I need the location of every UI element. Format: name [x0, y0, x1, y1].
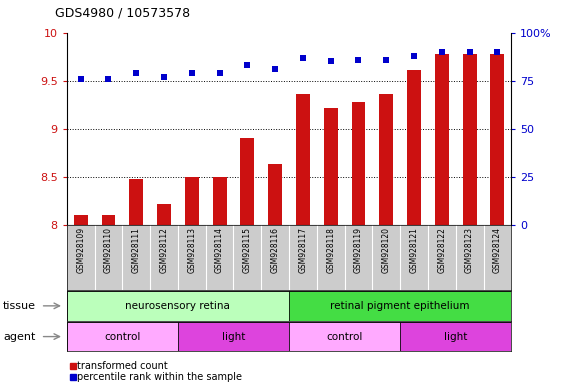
Text: GSM928123: GSM928123 — [465, 227, 474, 273]
Text: transformed count: transformed count — [77, 361, 168, 371]
Text: GSM928124: GSM928124 — [493, 227, 502, 273]
Bar — [178, 322, 289, 351]
Text: control: control — [104, 331, 141, 342]
Text: GSM928113: GSM928113 — [187, 227, 196, 273]
Text: GSM928119: GSM928119 — [354, 227, 363, 273]
Text: GSM928110: GSM928110 — [104, 227, 113, 273]
Bar — [379, 94, 393, 225]
Bar — [296, 94, 310, 225]
Point — [76, 76, 85, 82]
Text: GSM928114: GSM928114 — [215, 227, 224, 273]
Text: GDS4980 / 10573578: GDS4980 / 10573578 — [55, 6, 191, 19]
Bar — [213, 177, 227, 225]
Point — [132, 70, 141, 76]
Bar — [435, 54, 449, 225]
Point — [187, 70, 196, 76]
Text: light: light — [222, 331, 245, 342]
Text: GSM928121: GSM928121 — [410, 227, 418, 273]
Point — [243, 62, 252, 68]
Bar — [67, 322, 178, 351]
Bar — [462, 54, 476, 225]
Text: light: light — [444, 331, 467, 342]
Bar — [407, 70, 421, 225]
Text: GSM928116: GSM928116 — [271, 227, 279, 273]
Text: GSM928109: GSM928109 — [76, 227, 85, 273]
Bar — [157, 204, 171, 225]
Bar — [289, 291, 511, 321]
Bar — [490, 54, 504, 225]
Point — [326, 58, 335, 65]
Text: agent: agent — [3, 331, 35, 342]
Bar — [268, 164, 282, 225]
Text: GSM928115: GSM928115 — [243, 227, 252, 273]
Text: percentile rank within the sample: percentile rank within the sample — [77, 372, 242, 382]
Point — [298, 55, 307, 61]
Text: retinal pigment epithelium: retinal pigment epithelium — [331, 301, 470, 311]
Bar — [74, 215, 88, 225]
Text: GSM928118: GSM928118 — [326, 227, 335, 273]
Bar — [352, 102, 365, 225]
Point — [354, 56, 363, 63]
Bar — [102, 215, 116, 225]
Bar — [185, 177, 199, 225]
Bar — [130, 179, 143, 225]
Bar — [67, 291, 289, 321]
Point — [104, 76, 113, 82]
Bar — [324, 108, 338, 225]
Point — [493, 49, 502, 55]
Point — [465, 49, 474, 55]
Text: GSM928120: GSM928120 — [382, 227, 391, 273]
Point — [437, 49, 446, 55]
Text: GSM928111: GSM928111 — [132, 227, 141, 273]
Text: neurosensory retina: neurosensory retina — [125, 301, 231, 311]
Point — [382, 56, 391, 63]
Bar — [289, 322, 400, 351]
Point — [215, 70, 224, 76]
Bar — [241, 138, 254, 225]
Text: GSM928117: GSM928117 — [299, 227, 307, 273]
Text: GSM928112: GSM928112 — [160, 227, 168, 273]
Point — [271, 66, 280, 72]
Text: tissue: tissue — [3, 301, 36, 311]
Point — [159, 74, 168, 80]
Text: GSM928122: GSM928122 — [437, 227, 446, 273]
Bar — [400, 322, 511, 351]
Text: control: control — [327, 331, 363, 342]
Point — [410, 53, 419, 59]
